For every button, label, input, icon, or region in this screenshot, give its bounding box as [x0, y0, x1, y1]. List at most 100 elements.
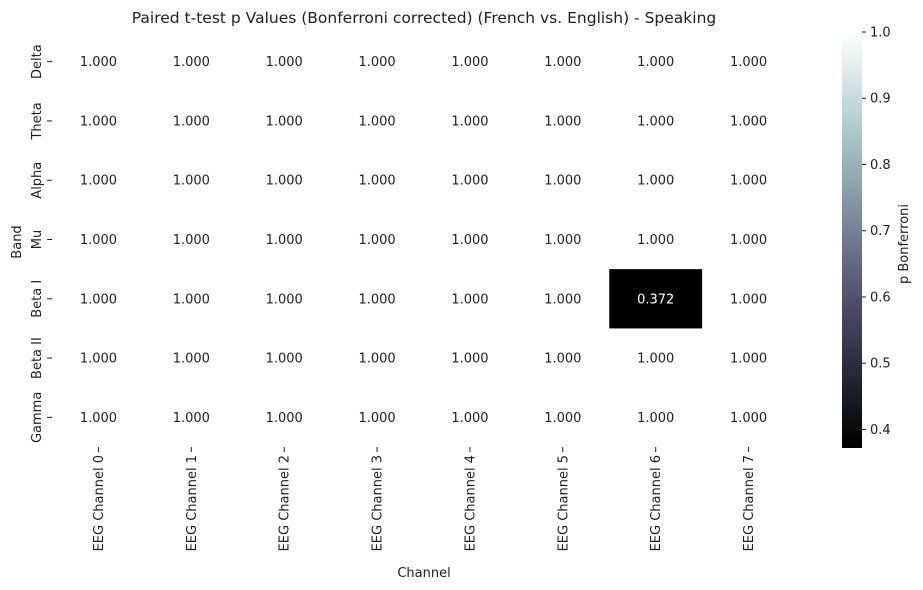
y-tick-label: Delta — [30, 44, 45, 79]
cell-value-label: 1.000 — [451, 411, 488, 426]
cell-value-label: 1.000 — [637, 233, 674, 248]
cell-value-label: 1.000 — [266, 411, 303, 426]
x-tick-label: EEG Channel 5 — [556, 455, 571, 551]
heatmap-cell — [609, 328, 703, 389]
y-tick-label: Beta I — [30, 280, 45, 318]
heatmap-cell — [609, 387, 703, 448]
cell-value-label: 1.000 — [544, 411, 581, 426]
x-tick-label: EEG Channel 2 — [278, 455, 293, 551]
cell-value-label: 1.000 — [358, 55, 395, 70]
colorbar: 0.4 0.5 0.6 0.7 0.8 0.9 1.0 — [842, 26, 891, 448]
heatmap-cell — [330, 328, 424, 389]
y-axis-label: Band — [10, 225, 25, 258]
heatmap-cell — [237, 32, 332, 92]
heatmap-cell — [144, 269, 239, 329]
heatmap-cell — [52, 32, 146, 92]
heatmap-cell — [516, 269, 610, 329]
cell-value-label: 1.000 — [544, 114, 581, 129]
heatmap-cell — [609, 150, 703, 211]
heatmap-cell — [52, 269, 146, 329]
x-axis-label: Channel — [397, 566, 450, 581]
cell-value-label: 1.000 — [358, 233, 395, 248]
cell-value-label: 1.000 — [451, 292, 488, 307]
heatmap-cell — [702, 269, 796, 329]
colorbar-tick-label: 1.0 — [870, 26, 891, 41]
cell-value-label: 1.000 — [173, 352, 210, 367]
cell-value-label: 1.000 — [173, 411, 210, 426]
cell-value-label: 1.000 — [637, 174, 674, 189]
heatmap-cell — [609, 209, 703, 270]
heatmap-cell — [423, 328, 517, 389]
colorbar-label: p Bonferroni — [897, 204, 912, 284]
colorbar-tick-label: 0.6 — [870, 290, 891, 305]
heatmap-cell — [423, 32, 517, 92]
cell-value-label: 1.000 — [358, 174, 395, 189]
heatmap-cell — [516, 91, 610, 152]
heatmap-cell — [609, 32, 703, 92]
cell-value-label: 1.000 — [730, 233, 767, 248]
cell-value-label: 1.000 — [266, 292, 303, 307]
colorbar-tick-label: 0.4 — [870, 423, 891, 438]
cell-value-label: 1.000 — [730, 55, 767, 70]
cell-value-label: 1.000 — [80, 411, 117, 426]
cell-value-label: 1.000 — [637, 55, 674, 70]
heatmap-cell — [330, 150, 424, 211]
x-tick-label: EEG Channel 4 — [463, 455, 478, 551]
heatmap-cell — [144, 32, 239, 92]
cell-value-label: 1.000 — [266, 233, 303, 248]
cell-value-label: 1.000 — [730, 174, 767, 189]
heatmap-cell — [423, 91, 517, 152]
cell-value-label: 1.000 — [266, 114, 303, 129]
heatmap-cell — [702, 32, 796, 92]
heatmap-cell — [52, 209, 146, 270]
heatmap-cell — [52, 150, 146, 211]
cell-value-label: 1.000 — [730, 352, 767, 367]
heatmap-cell — [516, 209, 610, 270]
heatmap-cell — [52, 328, 146, 389]
heatmap-cell — [52, 91, 146, 152]
heatmap-cell — [423, 209, 517, 270]
heatmap-cell — [702, 91, 796, 152]
cell-value-label: 1.000 — [451, 174, 488, 189]
cell-value-label: 1.000 — [637, 114, 674, 129]
colorbar-tick-label: 0.7 — [870, 224, 891, 239]
heatmap-cell — [609, 91, 703, 152]
x-tick-label: EEG Channel 7 — [742, 455, 757, 551]
heatmap-cell — [516, 32, 610, 92]
heatmap-cell — [516, 328, 610, 389]
cell-value-label: 1.000 — [544, 233, 581, 248]
cell-value-label: 1.000 — [730, 114, 767, 129]
y-tick-label: Mu — [30, 230, 45, 249]
colorbar-tick-label: 0.8 — [870, 158, 891, 173]
x-tick-label: EEG Channel 6 — [649, 455, 664, 551]
heatmap-cell — [144, 387, 239, 448]
colorbar-gradient — [842, 32, 862, 448]
cell-value-label: 1.000 — [358, 411, 395, 426]
heatmap-cell — [52, 387, 146, 448]
heatmap-cell — [609, 269, 703, 329]
heatmap-cell — [423, 387, 517, 448]
heatmap-cell — [237, 150, 332, 211]
x-axis-ticks: EEG Channel 0 EEG Channel 1 EEG Channel 2 E… — [92, 447, 757, 551]
x-tick-label: EEG Channel 3 — [371, 455, 386, 551]
cell-value-label: 1.000 — [544, 292, 581, 307]
cell-value-label: 1.000 — [544, 55, 581, 70]
colorbar-tick-label: 0.9 — [870, 92, 891, 107]
heatmap-cell — [702, 387, 796, 448]
cell-value-label: 1.000 — [544, 352, 581, 367]
cell-value-label: 1.000 — [637, 411, 674, 426]
cell-value-label: 1.000 — [80, 55, 117, 70]
cell-value-label: 1.000 — [173, 114, 210, 129]
cell-value-label: 1.000 — [266, 55, 303, 70]
cell-value-label: 1.000 — [730, 411, 767, 426]
cell-value-label: 1.000 — [173, 55, 210, 70]
y-tick-label: Alpha — [30, 162, 45, 199]
x-tick-label: EEG Channel 0 — [92, 455, 107, 551]
cell-value-label: 1.000 — [266, 352, 303, 367]
heatmap-cell — [330, 209, 424, 270]
heatmap-cell — [237, 387, 332, 448]
heatmap-cell — [702, 150, 796, 211]
x-tick-label: EEG Channel 1 — [185, 455, 200, 551]
heatmap-cell — [516, 387, 610, 448]
